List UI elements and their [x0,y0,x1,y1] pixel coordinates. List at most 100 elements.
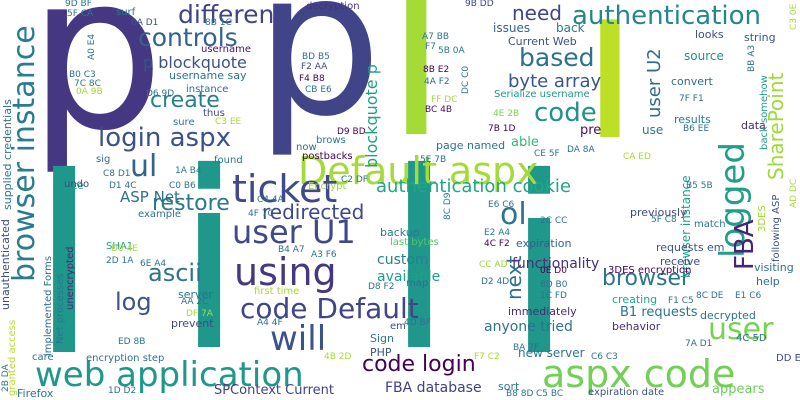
hex-e1-c6: E1 C6 [735,291,762,301]
word-i-large-2: i [505,125,574,400]
hex-7c-8c: 7C 8C [74,79,101,89]
hex-2b-da: 2B DA [1,364,11,392]
word-sort: sort [498,380,520,393]
word-care: care [32,352,54,363]
word-use: use [642,123,664,137]
word-user-u2: user U2 [644,48,665,118]
word-following-asp: following ASP [771,194,782,262]
word-username-say: username say [169,69,247,82]
word-l-large-3: l [385,0,448,188]
hex-5f-c8: 5F C8 [651,215,677,225]
hex-4b-2d: 4B 2D [324,352,352,362]
hex-c8-d1: C8 D1 [103,169,131,179]
word-available: available [377,269,441,285]
hex-cb-e6: CB E6 [305,85,332,95]
hex-d1-4c: D1 4C [109,181,137,191]
word-username: username [201,44,251,55]
word-l-large-1: l [30,125,99,400]
word-surf: surf [116,7,136,18]
hex-b5-5b: B5 5B [686,181,713,191]
word-issues: issues [493,21,531,35]
word-php: PHP [370,346,392,359]
word-aspx-code: aspx code [542,352,736,396]
hex-5b-0a: 5B 0A [438,46,465,56]
hex-f4-b8: F4 B8 [299,74,325,84]
hex-ed-8b: ED 8B [118,337,146,347]
word-convert: convert [671,75,713,88]
hex-d2-4d: D2 4D [481,277,510,287]
hex-b4-a7: B4 A7 [278,245,305,255]
word-prevent: prevent [171,317,214,330]
hex-a3-f6: A3 F6 [311,250,337,260]
word-example: example [138,209,182,220]
word-decrypted: decrypted [700,309,756,322]
word-server: server [178,288,213,301]
hex-c2-df: C2 DF [341,175,368,185]
word-firefox: Firefox [17,387,54,400]
hex-4a-f2: 4A F2 [424,77,450,87]
hex-4e-2b: 4E 2B [493,109,520,119]
hex-6a-d1: 6A D1 [131,18,159,28]
word-unauthenticated: unauthenticated [0,219,12,310]
word-creating: creating [612,293,658,306]
hex-8c-d9: 8C D9 [443,192,453,220]
hex-d0-4e: D0 4E [111,244,138,254]
hex-d9-bd: D9 BD [337,127,366,137]
hex-da-8a: DA 8A [567,145,595,155]
word-code-default: code Default [240,292,419,325]
hex-8b-1c: 8B 1C [205,18,232,28]
word-brows: brows [316,135,346,146]
hex-ff-dc: FF DC [431,95,458,105]
hex-0e-d0: 0E D0 [540,266,567,276]
word-login-aspx: login aspx [98,123,231,153]
hex-7a-d1: 7A D1 [685,339,713,349]
hex-5e-7b: 5E 7B [420,155,447,165]
word-backup: backup [380,226,420,239]
hex-e2-a4: E2 A4 [484,228,511,238]
hex-a4-4f: A4 4F [257,318,283,328]
word-new-server: new server [518,346,585,360]
word-string: string [744,31,776,44]
hex-df-7a: DF 7A [186,309,213,319]
hex-c3-0e: C3 0E [789,3,799,30]
word-sig: sig [96,154,111,165]
word-page-named: page named [436,139,506,152]
word-found: found [214,155,243,166]
word-results: results [674,113,711,126]
hex-aa-2c: AA 2C [181,297,209,307]
hex-c3-ee: C3 EE [215,117,242,127]
word-code: code [534,98,597,128]
hex-f7-c2: F7 C2 [474,352,500,362]
word-ul: ul [130,149,158,184]
word-implemented-forms: implemented Forms [43,255,54,356]
word-log: log [115,288,152,316]
word-based: based [519,43,595,72]
hex-b0-c3: B0 C3 [69,70,96,80]
word-code-login: code login [362,352,476,377]
word-able: able [511,135,539,150]
hex-f1-c5: F1 C5 [668,296,694,306]
word-different: different [178,0,285,29]
word-need: need [512,1,562,25]
hex-ca-ed: CA ED [623,152,651,162]
hex-d8-f2: D8 F2 [368,282,395,292]
word-p-large-2: p [255,0,382,161]
word-using: using [234,250,337,294]
word-help: help [756,275,780,288]
word-first-time: first time [254,286,300,297]
word-p-large-1: p [28,0,165,178]
hex-7b-1d: 7B 1D [488,124,516,134]
hex-4c-f2: 4C F2 [484,239,510,249]
hex-c5-bc: C5 BC [536,389,564,399]
hex-b8-8d: B8 8D [506,389,534,399]
word-supplied-credentials: supplied credentials [1,99,14,210]
hex-e6-c6: E6 C6 [488,200,515,210]
word-encryption-step: encryption step [86,353,165,364]
hex-5f-ca: 5F CA [67,9,94,19]
word-i-large-1: i [175,120,244,400]
word-visiting: visiting [754,261,794,274]
hex-bc-4b: BC 4B [425,105,453,115]
word-authentication-cookie: authentication cookie [376,176,571,197]
hex-8c-de: 8C DE [696,291,724,301]
